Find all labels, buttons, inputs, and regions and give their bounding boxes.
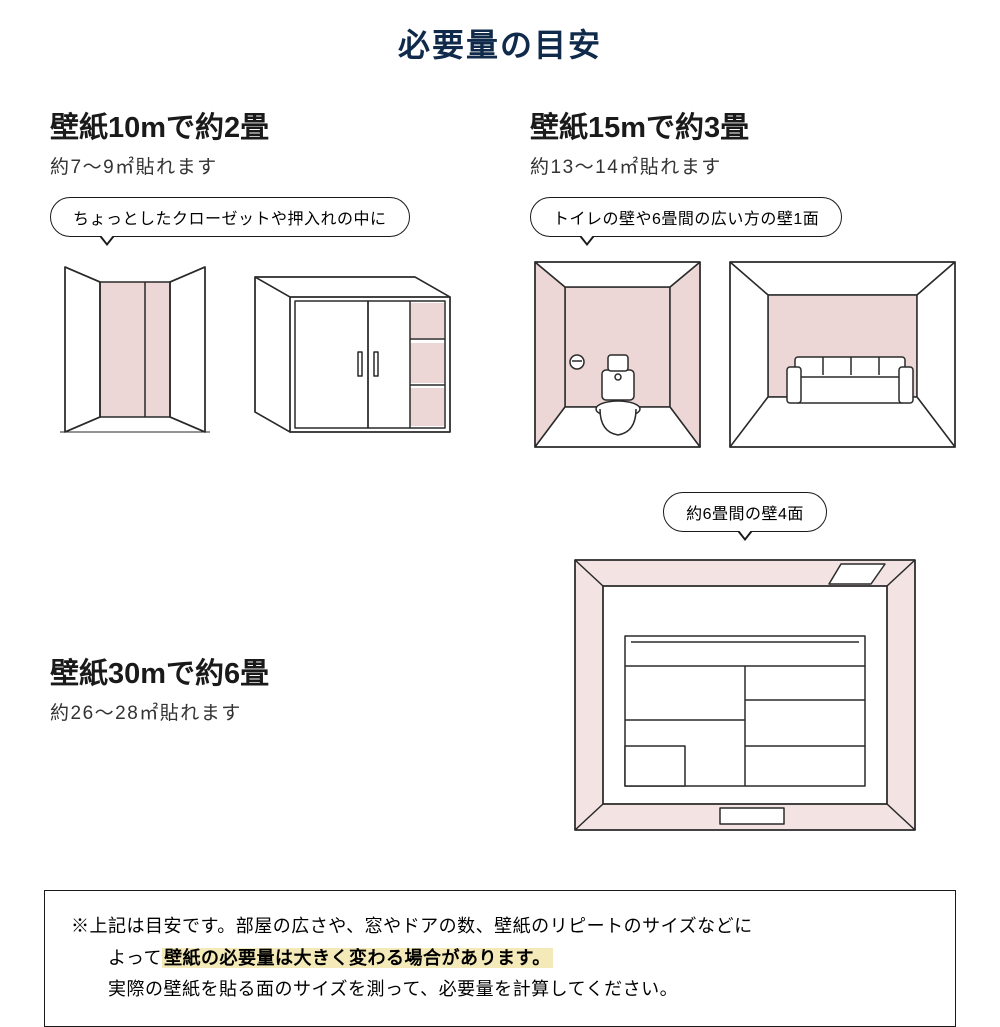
- page-title: 必要量の目安: [30, 20, 970, 66]
- note-line-1: ※上記は目安です。部屋の広さや、窓やドアの数、壁紙のリピートのサイズなどに: [71, 911, 929, 943]
- section-15m-sub: 約13～14㎡貼れます: [530, 152, 960, 179]
- section-30m-bubble: 約6畳間の壁4面: [663, 492, 827, 532]
- note-highlight: 壁紙の必要量は大きく変わる場合があります。: [162, 948, 553, 968]
- note-line-3-text: 実際の壁紙を貼る面のサイズを測って、必要量を計算してください。: [108, 979, 678, 999]
- section-15m-title: 壁紙15mで約3畳: [530, 104, 960, 146]
- section-30m: 壁紙30mで約6畳 約26～28㎡貼れます: [50, 590, 460, 743]
- section-10m-sub: 約7～9㎡貼れます: [50, 152, 460, 179]
- section-10m-illustrations: [50, 257, 460, 437]
- toilet-room-icon: [530, 257, 705, 452]
- section-10m-title: 壁紙10mで約2畳: [50, 104, 460, 146]
- section-30m-sub: 約26～28㎡貼れます: [50, 698, 460, 725]
- section-10m-bubble: ちょっとしたクローゼットや押入れの中に: [50, 197, 410, 237]
- note-line-2: よって壁紙の必要量は大きく変わる場合があります。: [71, 943, 929, 975]
- note-line-3: 実際の壁紙を貼る面のサイズを測って、必要量を計算してください。: [71, 974, 929, 1006]
- note-box: ※上記は目安です。部屋の広さや、窓やドアの数、壁紙のリピートのサイズなどに よっ…: [44, 890, 956, 1027]
- sections-grid: 壁紙10mで約2畳 約7～9㎡貼れます ちょっとしたクローゼットや押入れの中に: [30, 104, 970, 840]
- closet-sliding-icon: [240, 257, 460, 437]
- room-floorplan-icon: [565, 550, 925, 840]
- section-10m: 壁紙10mで約2畳 約7～9㎡貼れます ちょっとしたクローゼットや押入れの中に: [50, 104, 460, 452]
- section-15m-bubble: トイレの壁や6畳間の広い方の壁1面: [530, 197, 842, 237]
- room-one-wall-icon: [725, 257, 960, 452]
- section-15m-illustrations: [530, 257, 960, 452]
- note-line-2-pre: よって: [108, 948, 162, 968]
- section-30m-title: 壁紙30mで約6畳: [50, 650, 460, 692]
- section-15m: 壁紙15mで約3畳 約13～14㎡貼れます トイレの壁や6畳間の広い方の壁1面: [530, 104, 960, 452]
- closet-open-icon: [50, 257, 220, 437]
- section-30m-illustration: 約6畳間の壁4面: [530, 492, 960, 840]
